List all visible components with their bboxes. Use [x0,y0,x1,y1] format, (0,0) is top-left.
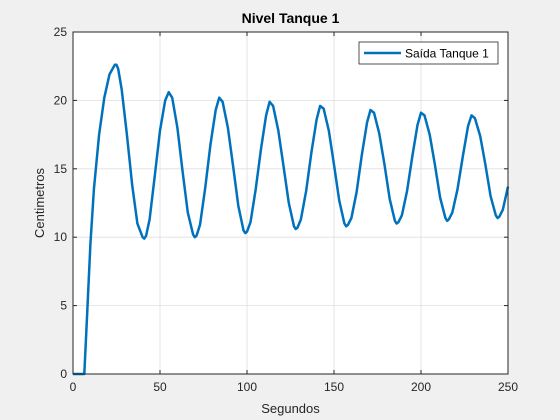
x-tick-label: 50 [153,380,167,394]
x-tick-label: 200 [411,380,431,394]
x-axis-ticks: 0 50 100 150 200 250 [70,32,518,394]
y-tick-label: 0 [60,367,67,381]
chart-title: Nivel Tanque 1 [242,10,340,26]
plot-background [73,32,508,374]
x-tick-label: 100 [237,380,257,394]
y-tick-label: 5 [60,299,67,313]
y-tick-label: 25 [54,25,68,39]
legend: Saída Tanque 1 [358,41,499,65]
legend-box [358,41,499,65]
y-tick-label: 10 [54,230,68,244]
series-line [73,63,510,376]
series-layer [73,63,510,376]
x-tick-label: 150 [324,380,344,394]
x-axis-label: Segundos [261,401,320,416]
axes-box [72,31,509,375]
y-tick-label: 15 [54,162,68,176]
legend-label: Saída Tanque 1 [405,47,489,61]
x-tick-label: 0 [70,380,77,394]
y-axis-ticks: 0 5 10 15 20 25 [54,25,508,381]
y-axis-label: Centimetros [32,167,47,238]
x-tick-label: 250 [498,380,518,394]
y-tick-label: 20 [54,93,68,107]
